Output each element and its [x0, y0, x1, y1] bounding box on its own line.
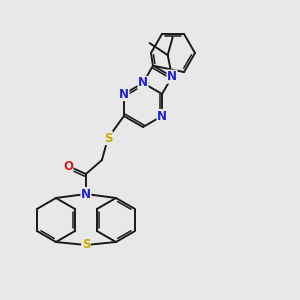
Text: N: N	[119, 88, 129, 100]
Text: N: N	[81, 188, 91, 200]
Text: O: O	[63, 160, 73, 172]
Text: N: N	[157, 110, 167, 122]
Text: S: S	[82, 238, 90, 251]
Text: N: N	[138, 76, 148, 89]
Text: S: S	[104, 131, 112, 145]
Text: N: N	[167, 70, 177, 83]
